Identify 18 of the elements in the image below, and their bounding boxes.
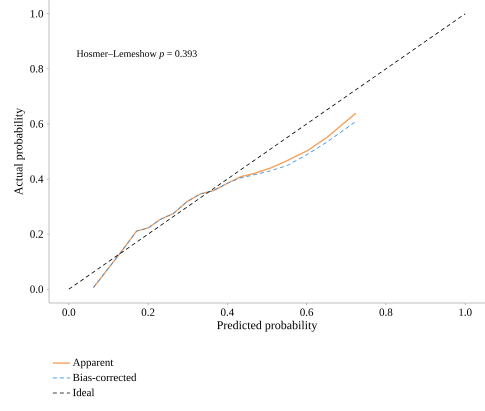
x-tick-label: 1.0 bbox=[459, 308, 472, 316]
x-tick-label: 0.4 bbox=[220, 308, 234, 316]
legend-label: Bias-corrected bbox=[72, 373, 136, 382]
y-tick-label: 0.4 bbox=[30, 175, 44, 183]
x-tick-label: 0.0 bbox=[62, 308, 76, 316]
y-tick-label: 0.6 bbox=[30, 120, 44, 128]
y-axis-title: Actual probability bbox=[14, 108, 25, 196]
legend-label: Apparent bbox=[72, 358, 114, 368]
x-tick-label: 0.6 bbox=[300, 308, 314, 316]
annotation: Hosmer–Lemeshow p = 0.393 bbox=[76, 50, 197, 60]
legend-label: Ideal bbox=[72, 388, 94, 396]
x-axis-title: Predicted probability bbox=[217, 320, 318, 332]
y-tick-label: 0.8 bbox=[30, 65, 44, 73]
x-tick-label: 0.8 bbox=[379, 308, 392, 316]
y-tick-label: 0.0 bbox=[30, 286, 44, 293]
y-tick-label: 1.0 bbox=[30, 10, 44, 18]
y-tick-label: 0.2 bbox=[30, 230, 43, 238]
x-tick-label: 0.2 bbox=[142, 308, 154, 316]
